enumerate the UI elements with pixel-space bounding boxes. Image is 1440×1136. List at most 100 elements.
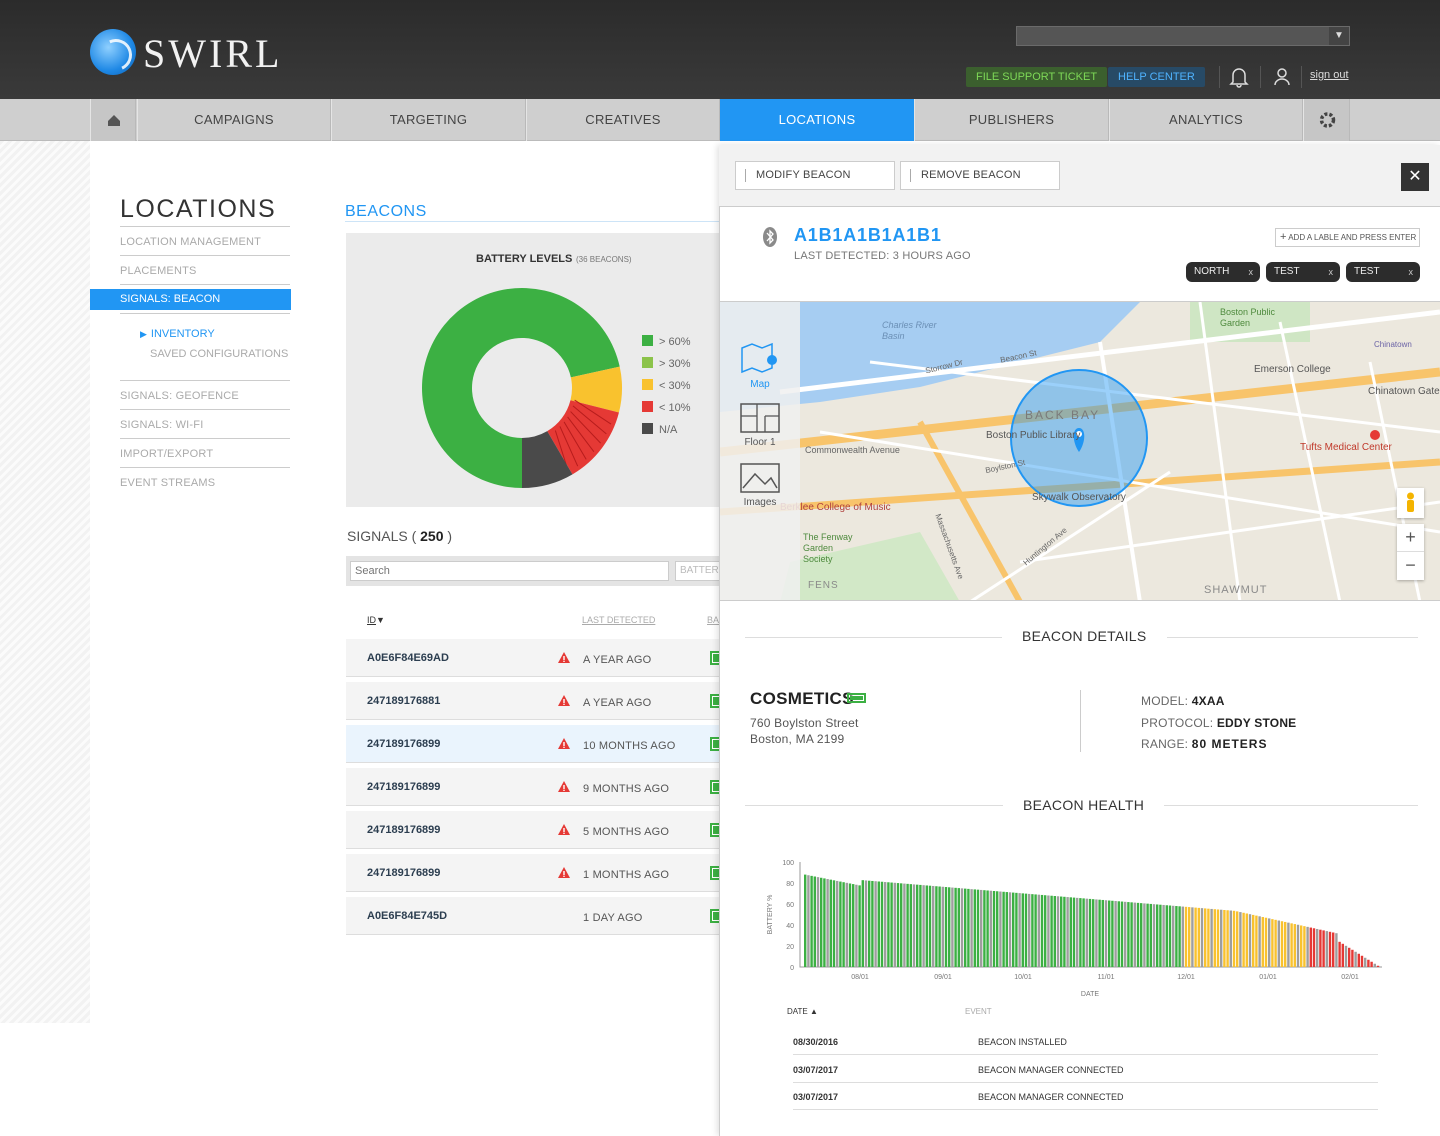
chart-bar xyxy=(861,880,864,967)
signal-id: 247189176899 xyxy=(367,824,441,836)
last-detected: LAST DETECTED: 3 HOURS AGO xyxy=(794,250,971,262)
nav-campaigns[interactable]: CAMPAIGNS xyxy=(137,99,331,141)
tag-label: TEST xyxy=(1274,266,1300,277)
map-canvas[interactable] xyxy=(720,302,1440,601)
chart-bar xyxy=(1258,916,1261,967)
nav-analytics[interactable]: ANALYTICS xyxy=(1109,99,1303,141)
remove-tag-icon[interactable]: x xyxy=(1328,267,1334,277)
pie-slice[interactable] xyxy=(422,288,620,488)
nav-publishers[interactable]: PUBLISHERS xyxy=(914,99,1109,141)
event-row[interactable]: 03/07/2017 BEACON MANAGER CONNECTED xyxy=(793,1056,1378,1083)
chart-bar xyxy=(1210,908,1213,967)
table-row[interactable]: 247189176899 1 MONTHS AGO xyxy=(346,854,722,892)
sidebar-item-import-export[interactable]: IMPORT/EXPORT xyxy=(120,448,214,460)
event-column-header[interactable]: EVENT xyxy=(965,1007,992,1016)
event-row[interactable]: 03/07/2017 BEACON MANAGER CONNECTED xyxy=(793,1083,1378,1110)
map-label: Boston Public Library xyxy=(986,430,1081,441)
chevron-down-icon[interactable]: ▼ xyxy=(1329,27,1349,45)
map-label: SHAWMUT xyxy=(1204,584,1268,596)
sidebar-item-event-streams[interactable]: EVENT STREAMS xyxy=(120,477,216,489)
table-row[interactable]: A0E6F84E745D 1 DAY AGO xyxy=(346,897,722,935)
map-label: Chinatown xyxy=(1374,340,1412,349)
pie-hatch xyxy=(570,411,601,444)
map-view-button[interactable]: Map xyxy=(720,342,800,390)
account-select[interactable]: ▼ xyxy=(1016,26,1350,46)
chart-bar xyxy=(832,880,836,967)
sidebar-item-signals-beacon[interactable]: SIGNALS: BEACON xyxy=(90,289,291,310)
image-icon xyxy=(740,463,780,493)
add-label-input[interactable]: + ADD A LABLE AND PRESS ENTER xyxy=(1275,228,1420,247)
chart-bar xyxy=(1124,901,1127,967)
file-support-ticket-button[interactable]: FILE SUPPORT TICKET xyxy=(966,67,1108,87)
sign-out-link[interactable]: sign out xyxy=(1310,69,1349,81)
remove-tag-icon[interactable]: x xyxy=(1248,267,1254,277)
modify-beacon-button[interactable]: MODIFY BEACON xyxy=(735,161,895,190)
chart-bar xyxy=(967,888,970,967)
beacon-map[interactable]: Charles River Basin Boston Public Garden… xyxy=(720,301,1440,601)
sort-id-header[interactable]: ID▼ xyxy=(367,615,385,625)
chart-bar xyxy=(1063,896,1066,967)
tag-chip[interactable]: NORTH x xyxy=(1186,262,1260,282)
table-row[interactable]: 247189176899 5 MONTHS AGO xyxy=(346,811,722,849)
tag-label: NORTH xyxy=(1194,266,1230,277)
images-view-button[interactable]: Images xyxy=(720,462,800,508)
remove-beacon-button[interactable]: REMOVE BEACON xyxy=(900,161,1060,190)
chart-bar xyxy=(928,885,932,967)
search-input[interactable] xyxy=(350,561,669,581)
y-tick-label: 0 xyxy=(790,965,794,972)
sidebar-item-wifi[interactable]: SIGNALS: WI-FI xyxy=(120,419,204,431)
sidebar-item-placements[interactable]: PLACEMENTS xyxy=(120,265,197,277)
floor-view-button[interactable]: Floor 1 xyxy=(720,402,800,448)
sidebar-sub-saved-configurations[interactable]: SAVED CONFIGURATIONS xyxy=(150,348,289,360)
legend-item: N/A xyxy=(642,423,677,436)
nav-targeting[interactable]: TARGETING xyxy=(331,99,526,141)
x-tick-label: 11/01 xyxy=(1098,974,1115,981)
warning-icon xyxy=(558,738,570,749)
chart-bar xyxy=(826,879,829,967)
help-center-button[interactable]: HELP CENTER xyxy=(1108,67,1205,87)
pie-slice[interactable] xyxy=(522,431,573,488)
map-label: BACK BAY xyxy=(1025,408,1101,422)
zoom-out-icon[interactable]: − xyxy=(1397,551,1424,579)
street-view-pegman-icon[interactable] xyxy=(1397,488,1424,518)
event-row[interactable]: 08/30/2016 BEACON INSTALLED xyxy=(793,1028,1378,1055)
gear-icon[interactable] xyxy=(1303,99,1350,141)
nav-creatives[interactable]: CREATIVES xyxy=(526,99,720,141)
chart-bar xyxy=(1200,908,1204,967)
battery-filter-input[interactable]: BATTERY xyxy=(675,561,720,581)
sidebar-item-location-management[interactable]: LOCATION MANAGEMENT xyxy=(120,236,262,248)
table-row[interactable]: 247189176899 10 MONTHS AGO xyxy=(346,725,722,763)
table-row[interactable]: 247189176899 9 MONTHS AGO xyxy=(346,768,722,806)
sidebar-sub-inventory[interactable]: ▶ INVENTORY xyxy=(140,328,215,340)
close-icon[interactable]: ✕ xyxy=(1401,163,1429,191)
divider xyxy=(120,255,290,256)
chart-bar xyxy=(970,889,973,967)
table-row[interactable]: 247189176881 A YEAR AGO xyxy=(346,682,722,720)
zoom-in-icon[interactable]: + xyxy=(1405,527,1416,547)
chart-bar xyxy=(816,877,820,967)
tag-chip[interactable]: TEST x xyxy=(1266,262,1340,282)
chart-bar xyxy=(1098,899,1101,967)
table-row[interactable]: A0E6F84E69AD A YEAR AGO xyxy=(346,639,722,677)
remove-tag-icon[interactable]: x xyxy=(1408,267,1414,277)
pie-slice[interactable] xyxy=(570,366,622,413)
swirl-logo-icon[interactable] xyxy=(90,29,136,75)
user-icon[interactable] xyxy=(1272,66,1292,88)
chart-bar xyxy=(1149,903,1152,967)
chart-bar xyxy=(1370,961,1373,967)
tag-chip[interactable]: TEST x xyxy=(1346,262,1420,282)
logo-text[interactable]: SWIRL xyxy=(143,31,283,76)
sort-date-header[interactable]: DATE ▲ xyxy=(787,1007,818,1016)
home-icon[interactable] xyxy=(90,99,136,141)
divider xyxy=(1080,690,1081,752)
chart-bar xyxy=(1117,901,1120,967)
chart-bar xyxy=(1159,904,1162,967)
zoom-controls: + − xyxy=(1397,524,1424,580)
sort-battery-header[interactable]: BA xyxy=(707,615,720,625)
sidebar-item-geofence[interactable]: SIGNALS: GEOFENCE xyxy=(120,390,239,402)
nav-locations[interactable]: LOCATIONS xyxy=(720,99,914,141)
address-line-2: Boston, MA 2199 xyxy=(750,732,845,746)
bell-icon[interactable] xyxy=(1229,66,1249,88)
divider xyxy=(1219,66,1220,88)
sort-last-detected-header[interactable]: LAST DETECTED xyxy=(582,615,656,625)
